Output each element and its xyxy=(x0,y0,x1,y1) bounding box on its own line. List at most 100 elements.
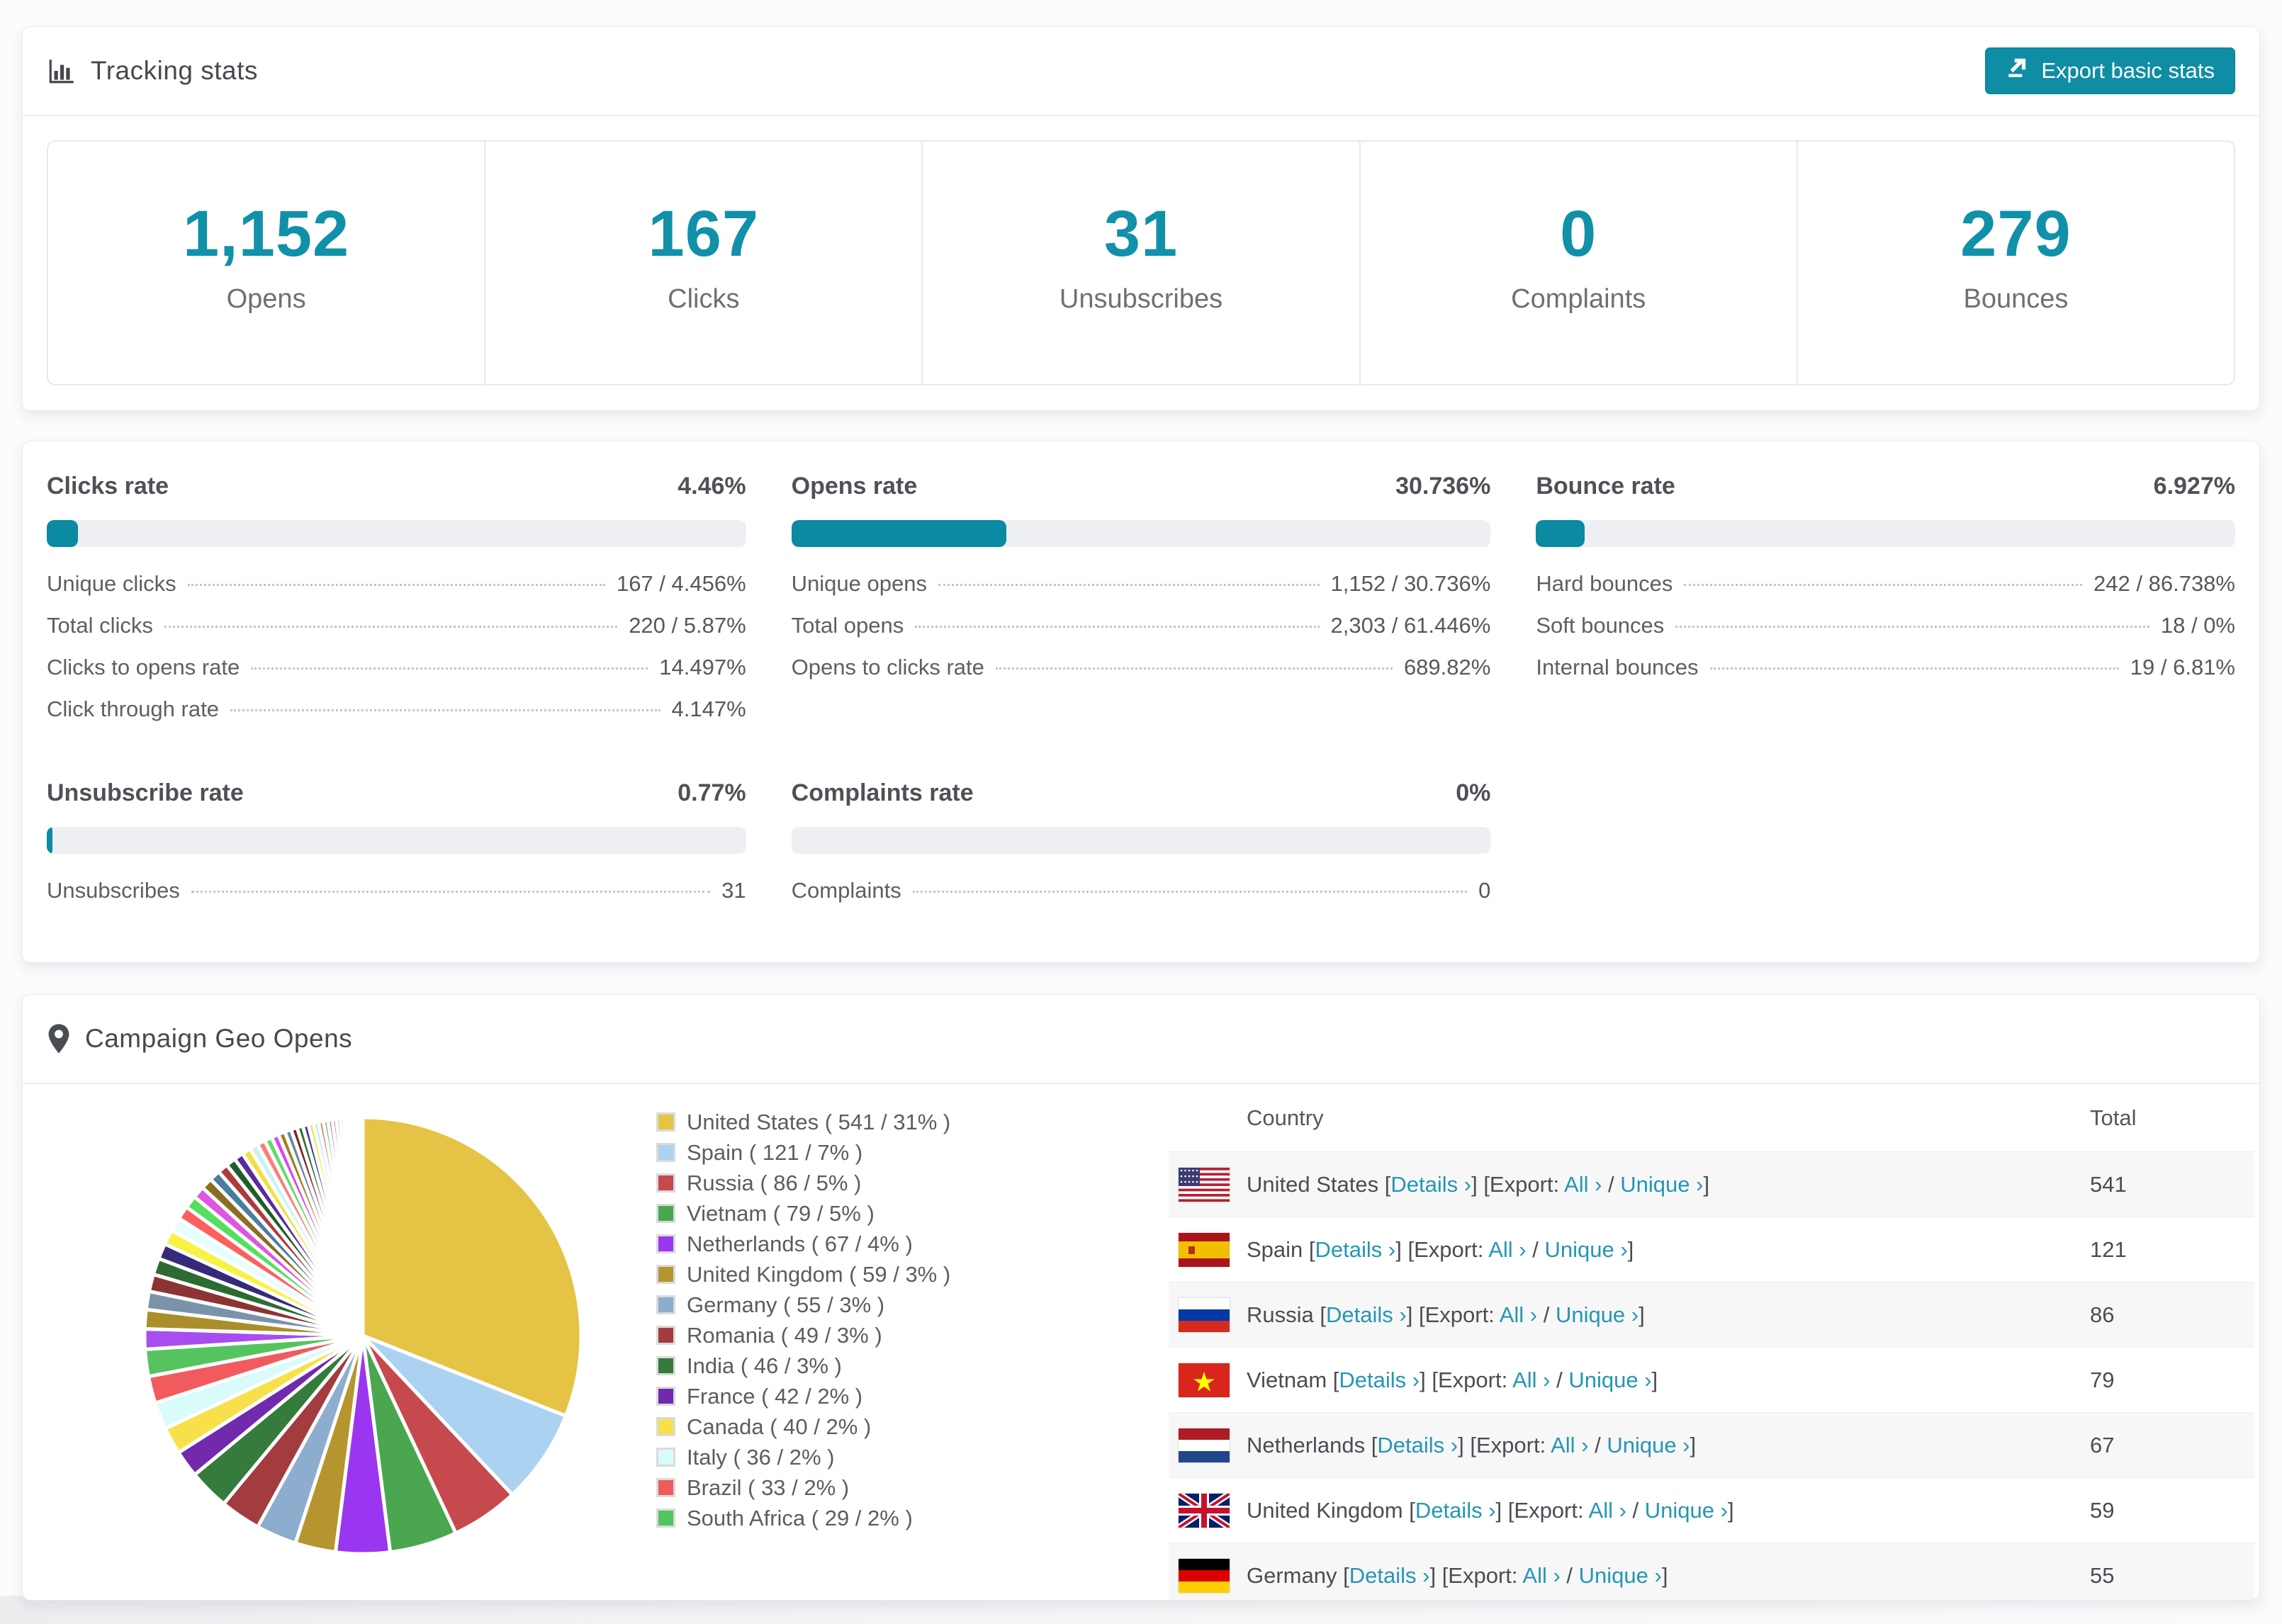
legend-label: Germany ( 55 / 3% ) xyxy=(687,1292,885,1317)
rate-title-row: Bounce rate 6.927% xyxy=(1536,473,2235,500)
summary-strip: 1,152 Opens 167 Clicks 31 Unsubscribes 0 Compla… xyxy=(47,140,2235,385)
export-unique-link[interactable]: Unique › xyxy=(1620,1171,1704,1197)
export-prefix: [Export: xyxy=(1507,1497,1584,1523)
table-row-inner: Spain [Details ›] [Export: All › / Uniqu… xyxy=(1169,1232,2254,1267)
export-all-link[interactable]: All › xyxy=(1551,1432,1589,1457)
rates-card: Clicks rate 4.46% Unique clicks 167 / 4.456… xyxy=(22,441,2260,963)
rate-value: 4.46% xyxy=(678,473,746,500)
table-row-inner: Russia [Details ›] [Export: All › / Uniq… xyxy=(1169,1297,2254,1332)
legend-item: Romania ( 49 / 3% ) xyxy=(656,1320,950,1350)
dotted-leader xyxy=(912,891,1468,893)
legend-item: Germany ( 55 / 3% ) xyxy=(656,1290,950,1320)
rate-title: Clicks rate xyxy=(47,473,169,500)
stat-value: 220 / 5.87% xyxy=(629,613,746,638)
stat-row: Soft bounces 18 / 0% xyxy=(1536,613,2235,655)
export-all-link[interactable]: All › xyxy=(1488,1236,1527,1262)
export-unique-link[interactable]: Unique › xyxy=(1544,1236,1628,1262)
country-name: United Kingdom xyxy=(1247,1497,1403,1523)
export-unique-link[interactable]: Unique › xyxy=(1607,1432,1690,1457)
pie-slice-united-states[interactable] xyxy=(361,1115,583,1418)
rate-title: Complaints rate xyxy=(791,779,974,806)
total-cell: 541 xyxy=(2090,1171,2127,1197)
legend-label: Spain ( 121 / 7% ) xyxy=(687,1139,863,1165)
country-cell: Netherlands [Details ›] [Export: All › /… xyxy=(1247,1433,1696,1458)
summary-label: Complaints xyxy=(1511,284,1646,314)
total-cell: 59 xyxy=(2090,1497,2115,1523)
details-link[interactable]: Details › xyxy=(1349,1562,1430,1588)
legend-label: Russia ( 86 / 5% ) xyxy=(687,1170,862,1195)
table-row-inner: Germany [Details ›] [Export: All › / Uni… xyxy=(1169,1558,2254,1593)
bar-chart-icon xyxy=(47,56,77,86)
stat-label: Click through rate xyxy=(47,697,219,721)
tracking-stats-card: Tracking stats Export basic stats 1,152 O… xyxy=(22,26,2260,411)
export-all-link[interactable]: All › xyxy=(1522,1562,1561,1588)
export-unique-link[interactable]: Unique › xyxy=(1555,1302,1639,1327)
total-cell: 55 xyxy=(2090,1562,2115,1588)
bracket: ] xyxy=(1639,1302,1645,1327)
stat-row: Hard bounces 242 / 86.738% xyxy=(1536,571,2235,613)
rate-block-bounce-rate: Bounce rate 6.927% Hard bounces 242 / 86.73… xyxy=(1536,473,2235,738)
legend-item: Netherlands ( 67 / 4% ) xyxy=(656,1229,950,1259)
export-unique-link[interactable]: Unique › xyxy=(1578,1562,1662,1588)
flag-gb-icon xyxy=(1179,1493,1230,1528)
stat-row: Clicks to opens rate 14.497% xyxy=(47,655,746,697)
rate-title-row: Unsubscribe rate 0.77% xyxy=(47,779,746,807)
export-all-link[interactable]: All › xyxy=(1499,1302,1538,1327)
details-link[interactable]: Details › xyxy=(1339,1367,1420,1392)
details-link[interactable]: Details › xyxy=(1315,1236,1396,1262)
details-link[interactable]: Details › xyxy=(1377,1432,1458,1457)
campaign-geo-opens-card: Campaign Geo Opens United States ( 541 /… xyxy=(22,994,2260,1601)
legend-swatch xyxy=(656,1448,675,1467)
bracket: ] xyxy=(1420,1367,1426,1392)
pie-slice-spain[interactable] xyxy=(361,1333,568,1497)
rate-value: 0% xyxy=(1456,779,1491,806)
rate-progress-bar xyxy=(791,520,1491,547)
details-link[interactable]: Details › xyxy=(1415,1497,1496,1523)
legend-swatch xyxy=(656,1509,675,1528)
rate-progress-fill xyxy=(47,827,52,854)
rate-title: Bounce rate xyxy=(1536,473,1675,500)
total-cell: 86 xyxy=(2090,1302,2115,1327)
rate-rows: Unique clicks 167 / 4.456% Total clicks 220… xyxy=(47,571,746,738)
bracket: ] xyxy=(1471,1171,1478,1197)
export-all-link[interactable]: All › xyxy=(1512,1367,1551,1392)
legend-label: United Kingdom ( 59 / 3% ) xyxy=(687,1261,951,1287)
slash: / xyxy=(1550,1367,1569,1392)
bracket: [ xyxy=(1320,1302,1327,1327)
stat-value: 31 xyxy=(721,878,746,903)
export-prefix: [Export: xyxy=(1407,1236,1484,1262)
dotted-leader xyxy=(187,584,605,586)
country-cell: Germany [Details ›] [Export: All › / Uni… xyxy=(1247,1563,1668,1589)
bracket: ] xyxy=(1429,1562,1437,1588)
summary-label: Opens xyxy=(226,284,306,314)
export-unique-link[interactable]: Unique › xyxy=(1568,1367,1652,1392)
export-all-link[interactable]: All › xyxy=(1588,1497,1626,1523)
rate-progress-fill xyxy=(47,520,78,547)
summary-label: Bounces xyxy=(1963,284,2069,314)
legend-label: South Africa ( 29 / 2% ) xyxy=(687,1505,913,1530)
export-prefix: [Export: xyxy=(1441,1562,1518,1588)
details-link[interactable]: Details › xyxy=(1326,1302,1407,1327)
export-unique-link[interactable]: Unique › xyxy=(1644,1497,1728,1523)
slash: / xyxy=(1588,1432,1607,1457)
details-link[interactable]: Details › xyxy=(1390,1171,1472,1197)
total-cell: 121 xyxy=(2090,1236,2127,1262)
flag-vn-icon xyxy=(1179,1363,1230,1397)
rate-progress-bar xyxy=(47,827,746,854)
slash: / xyxy=(1626,1497,1645,1523)
legend-label: United States ( 541 / 31% ) xyxy=(687,1109,951,1134)
legend-item: Russia ( 86 / 5% ) xyxy=(656,1168,950,1198)
export-all-link[interactable]: All › xyxy=(1564,1171,1602,1197)
table-row-es: Spain [Details ›] [Export: All › / Uniqu… xyxy=(1169,1217,2254,1282)
export-basic-stats-button[interactable]: Export basic stats xyxy=(1985,47,2235,94)
geo-opens-pie-chart[interactable] xyxy=(136,1098,590,1566)
country-cell: United States [Details ›] [Export: All ›… xyxy=(1247,1172,1709,1197)
flag-de-icon xyxy=(1179,1558,1230,1593)
stat-label: Total opens xyxy=(791,613,904,638)
country-name: United States xyxy=(1247,1171,1379,1197)
table-row-inner: United States [Details ›] [Export: All ›… xyxy=(1169,1167,2254,1202)
summary-value: 0 xyxy=(1560,198,1597,270)
stat-label: Unique opens xyxy=(791,571,927,596)
pie-slice-other[interactable] xyxy=(358,1115,365,1338)
stat-value: 689.82% xyxy=(1403,655,1491,680)
